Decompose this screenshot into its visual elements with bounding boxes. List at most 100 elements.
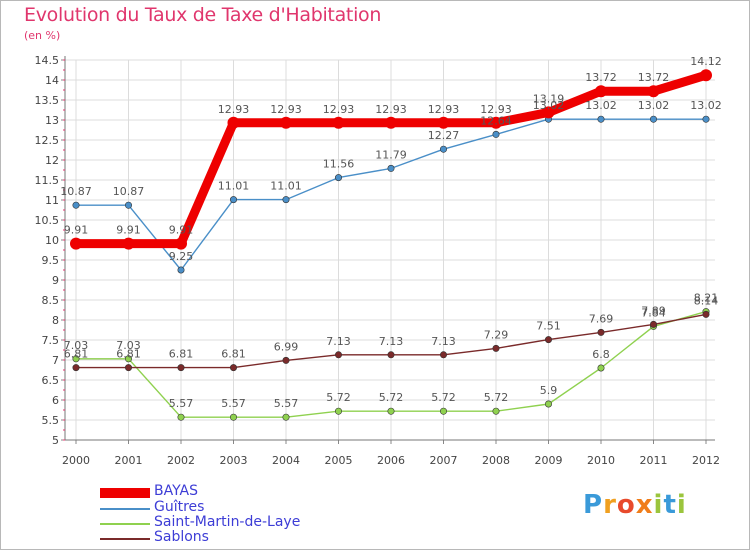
data-point — [72, 201, 80, 209]
data-label: 5.57 — [169, 397, 194, 410]
data-point — [595, 85, 607, 98]
data-label: 11.01 — [218, 180, 250, 193]
data-point — [72, 364, 80, 372]
data-point — [700, 69, 712, 82]
x-tick-label: 2012 — [692, 454, 720, 467]
data-label: 6.81 — [169, 348, 194, 361]
logo-letter: i — [676, 490, 687, 520]
data-point — [177, 364, 185, 372]
x-tick-label: 2010 — [587, 454, 615, 467]
data-point — [387, 351, 395, 359]
data-label: 7.03 — [116, 339, 141, 352]
data-label: 12.93 — [375, 103, 407, 116]
data-point — [282, 356, 290, 364]
logo-letter: P — [583, 490, 604, 520]
data-point — [175, 237, 187, 250]
data-point — [334, 351, 342, 359]
data-label: 13.02 — [690, 99, 722, 112]
data-label: 10.87 — [60, 185, 92, 198]
logo-letter: t — [663, 490, 677, 520]
y-tick-label: 11 — [45, 194, 59, 207]
data-label: 12.93 — [218, 103, 250, 116]
logo-letter: o — [616, 490, 636, 520]
data-point — [597, 328, 605, 336]
logo-letter: x — [635, 490, 654, 520]
logo-letter: i — [653, 490, 664, 520]
data-point — [597, 115, 605, 123]
data-label: 7.13 — [326, 335, 351, 348]
x-tick-label: 2000 — [62, 454, 90, 467]
y-tick-label: 5.5 — [42, 414, 60, 427]
data-point — [72, 355, 80, 363]
data-point — [492, 344, 500, 352]
data-label: 7.13 — [431, 335, 456, 348]
y-tick-label: 11.5 — [35, 174, 60, 187]
data-point — [332, 116, 345, 129]
data-point — [230, 413, 238, 421]
data-label: 13.19 — [533, 92, 565, 105]
data-label: 9.91 — [64, 224, 89, 237]
y-tick-label: 13 — [45, 114, 59, 127]
data-label: 7.51 — [536, 320, 561, 333]
data-point — [492, 407, 500, 415]
legend-swatch — [100, 488, 150, 498]
legend-label: Saint-Martin-de-Laye — [154, 514, 301, 530]
data-point — [387, 164, 395, 172]
data-point — [439, 351, 447, 359]
data-label: 9.25 — [169, 250, 194, 263]
data-point — [385, 116, 397, 129]
data-point — [542, 106, 555, 119]
data-point — [125, 355, 133, 363]
data-label: 13.72 — [585, 71, 617, 84]
data-point — [647, 85, 660, 98]
axes: 5 5.5 6 6.5 7 7.5 8 8.5 9 9.5 10 10.5 11 11.5 12 12.5 13… — [35, 54, 721, 467]
data-label: 11.79 — [375, 148, 407, 161]
data-point — [122, 237, 135, 250]
data-point — [702, 310, 710, 318]
proxiti-logo: Proxiti — [583, 490, 687, 520]
data-label: 9.91 — [116, 224, 141, 237]
y-tick-label: 14.5 — [35, 54, 60, 67]
x-tick-label: 2003 — [220, 454, 248, 467]
data-point — [439, 145, 447, 153]
data-point — [437, 116, 450, 129]
data-label: 7.03 — [64, 339, 89, 352]
data-label: 10.87 — [113, 185, 145, 198]
data-point — [282, 413, 290, 421]
y-tick-label: 8.5 — [42, 294, 60, 307]
data-point — [439, 407, 447, 415]
legend-label: Sablons — [154, 529, 209, 545]
data-label: 5.57 — [221, 397, 246, 410]
data-point — [230, 196, 238, 204]
y-tick-label: 6.5 — [42, 374, 60, 387]
data-label: 12.93 — [480, 103, 512, 116]
legend-swatch — [100, 523, 150, 525]
y-tick-label: 10 — [45, 234, 59, 247]
data-point — [334, 407, 342, 415]
grid — [65, 59, 715, 441]
data-label: 11.01 — [270, 180, 302, 193]
logo-letter: r — [603, 490, 617, 520]
data-label: 5.57 — [274, 397, 299, 410]
y-tick-label: 9 — [52, 274, 59, 287]
data-label: 8.14 — [694, 294, 719, 307]
data-point — [597, 364, 605, 372]
x-tick-label: 2007 — [430, 454, 458, 467]
data-point — [334, 174, 342, 182]
data-point — [387, 407, 395, 415]
data-point — [177, 266, 185, 274]
data-point — [490, 116, 502, 129]
y-tick-label: 8 — [52, 314, 59, 327]
series-lines — [70, 69, 712, 421]
data-label: 8.21 — [694, 292, 719, 305]
data-label: 6.81 — [221, 348, 246, 361]
data-label: 7.84 — [641, 306, 666, 319]
data-label: 6.99 — [274, 340, 299, 353]
x-tick-label: 2005 — [325, 454, 353, 467]
data-label: 7.89 — [641, 304, 666, 317]
y-tick-label: 14 — [45, 74, 59, 87]
legend-swatch — [100, 538, 150, 540]
data-label: 6.81 — [64, 348, 89, 361]
data-point — [282, 196, 290, 204]
